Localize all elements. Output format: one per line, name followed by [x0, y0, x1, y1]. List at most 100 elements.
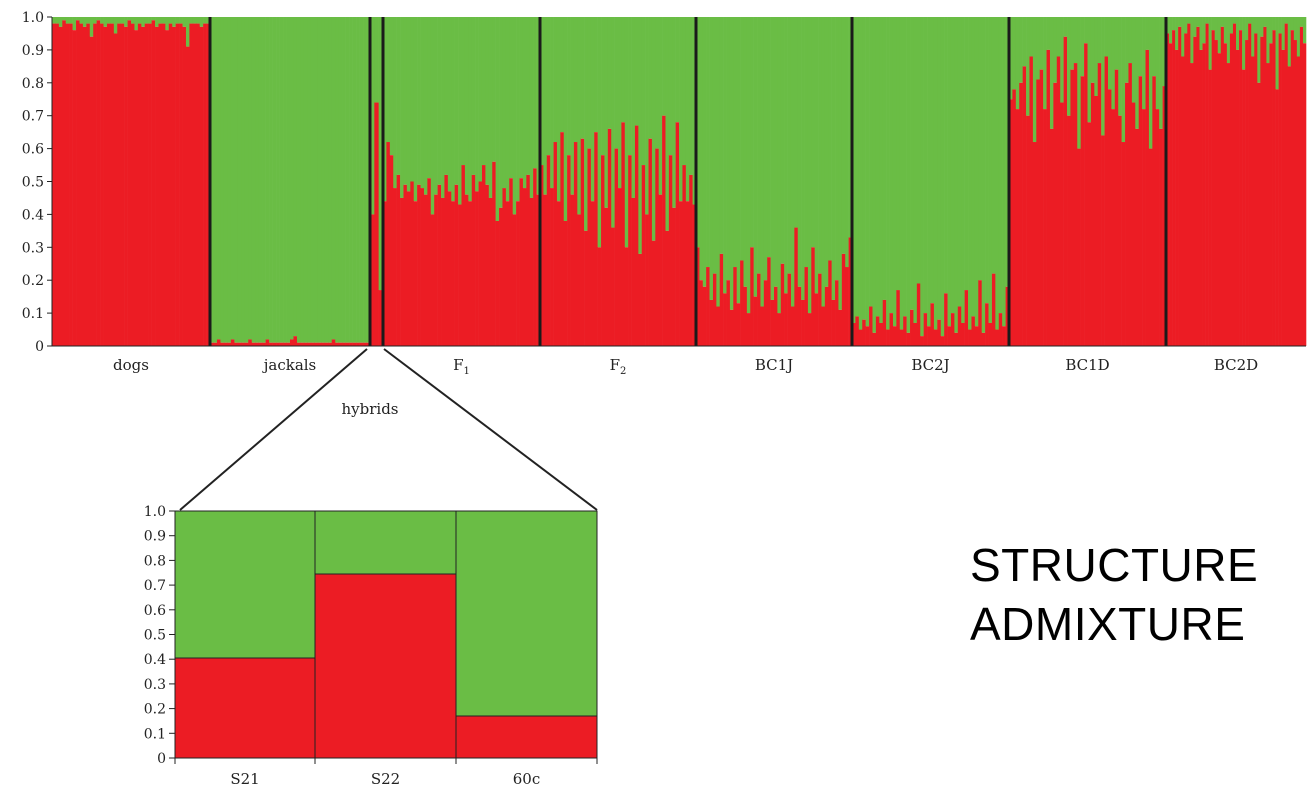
individual-bar-red [216, 339, 221, 346]
individual-bar-green [702, 17, 707, 287]
individual-bar-red [303, 342, 308, 346]
individual-bar-green [954, 17, 959, 333]
individual-bar-green [1107, 17, 1112, 90]
individual-bar-red [923, 313, 928, 346]
individual-bar-red [757, 273, 761, 346]
individual-bar-red [1175, 49, 1179, 347]
individual-bar-red [1242, 69, 1246, 346]
y-tick-label: 0.1 [22, 306, 44, 322]
individual-bar-green [185, 17, 190, 47]
individual-bar-green [172, 17, 176, 27]
individual-bar-red [158, 23, 163, 347]
individual-bar-green [93, 17, 97, 24]
individual-bar-green [995, 17, 1000, 330]
individual-bar-green [468, 17, 473, 202]
individual-bar-green [991, 17, 996, 274]
individual-bar-red [383, 201, 387, 346]
individual-bar-green [529, 17, 534, 198]
individual-bar-green [203, 17, 207, 24]
zoom-bar-green [315, 511, 456, 574]
zoom-bar-red [456, 716, 597, 758]
individual-bar-green [1036, 17, 1041, 80]
individual-bar-green [824, 17, 829, 287]
individual-bar-green [988, 17, 993, 323]
individual-bar-green [848, 17, 853, 238]
individual-bar-green [631, 17, 636, 198]
individual-bar-green [875, 17, 880, 317]
individual-bar-green [1302, 17, 1307, 44]
individual-bar-red [189, 23, 194, 347]
individual-bar-green [55, 17, 60, 24]
individual-bar-green [213, 17, 218, 343]
individual-bar-red [828, 260, 832, 346]
individual-bar-red [328, 342, 333, 346]
individual-bar-red [1135, 128, 1139, 346]
individual-bar-red [461, 165, 466, 346]
individual-bar-red [148, 23, 152, 347]
individual-bar-green [1125, 17, 1129, 83]
zoom-category-label: S21 [230, 770, 259, 788]
individual-bar-red [814, 293, 819, 346]
individual-bar-red [529, 197, 534, 346]
individual-bar-red [978, 280, 982, 346]
individual-bar-red [352, 342, 357, 346]
individual-bar-green [478, 17, 483, 182]
individual-bar-green [331, 17, 336, 340]
individual-bar-green [131, 17, 135, 24]
individual-bar-red [241, 342, 246, 346]
individual-bar-red [79, 23, 84, 347]
individual-bar-green [155, 17, 159, 27]
individual-bar-red [790, 306, 795, 346]
individual-bar-red [1211, 30, 1215, 346]
individual-bar-green [127, 17, 132, 21]
individual-bar-red [509, 178, 513, 346]
individual-bar-green [1049, 17, 1054, 129]
individual-bar-red [985, 303, 989, 346]
group-label: BC2J [911, 356, 949, 374]
individual-bar-red [96, 20, 101, 346]
individual-bar-red [1202, 43, 1206, 346]
individual-bar-green [641, 17, 646, 166]
individual-bar-green [495, 17, 500, 221]
individual-bar-green [927, 17, 931, 327]
individual-bar-red [998, 313, 1003, 346]
individual-bar-red [495, 220, 500, 346]
individual-bar-green [499, 17, 503, 208]
individual-bar-red [746, 313, 751, 346]
individual-bar-green [151, 17, 156, 21]
individual-bar-red [1287, 66, 1292, 346]
individual-bar-red [293, 336, 298, 346]
zoom-y-tick-label: 0.5 [144, 628, 166, 644]
individual-bar-red [203, 23, 207, 347]
individual-bar-green [777, 17, 782, 314]
individual-bar-green [1175, 17, 1179, 50]
individual-bar-red [1043, 109, 1047, 347]
individual-bar-red [444, 174, 449, 346]
individual-bar-red [838, 309, 843, 346]
individual-bar-green [206, 17, 211, 24]
individual-bar-red [556, 201, 561, 346]
individual-bar-green [1053, 17, 1058, 83]
individual-bar-red [981, 332, 986, 346]
individual-bar-green [502, 17, 507, 189]
individual-bar-red [570, 194, 575, 346]
individual-bar-red [1019, 82, 1023, 347]
individual-bar-green [723, 17, 727, 294]
zoom-y-tick-label: 0.6 [144, 603, 166, 619]
individual-bar-green [1187, 17, 1191, 24]
individual-bar-green [434, 17, 438, 195]
y-tick-label: 0.9 [22, 43, 44, 59]
individual-bar-green [570, 17, 575, 195]
individual-bar-green [1239, 17, 1243, 31]
individual-bar-red [852, 322, 856, 346]
individual-bar-green [740, 17, 744, 261]
individual-bar-green [845, 17, 849, 268]
individual-bar-red [709, 299, 714, 346]
individual-bar-green [117, 17, 121, 24]
individual-bar-red [910, 309, 914, 346]
individual-bar-red [638, 253, 643, 346]
individual-bar-red [726, 280, 731, 346]
individual-bar-green [998, 17, 1003, 314]
individual-bar-red [1187, 23, 1191, 347]
